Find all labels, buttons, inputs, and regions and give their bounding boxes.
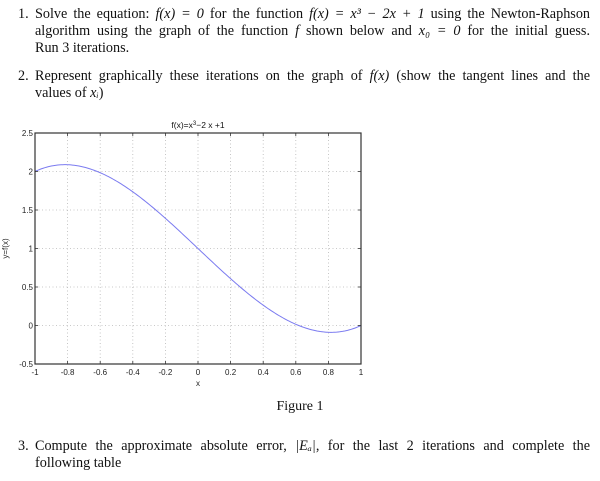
x-tick-label: 0.4 bbox=[258, 368, 270, 377]
text: algorithm using the graph of the functio… bbox=[35, 23, 296, 39]
y-axis-label: y=f(x) bbox=[1, 238, 10, 259]
text: Run 3 iterations. bbox=[35, 40, 130, 56]
text-line: Solve the equation: f(x) = 0 for the fun… bbox=[35, 6, 590, 23]
y-tick-label: 2 bbox=[29, 168, 34, 177]
x-tick-label: -1 bbox=[31, 368, 39, 377]
x-tick-label: 1 bbox=[359, 368, 364, 377]
text: for the function bbox=[203, 6, 310, 22]
function-plot: -1 -0.8 -0.6 -0.4 -0.2 0 0.2 0.4 0.6 0.8 1 -0.5 0 0.… bbox=[1, 120, 364, 388]
text: following table bbox=[35, 455, 122, 471]
text: using the Newton-Raphson bbox=[424, 6, 591, 22]
x-tick-label: 0 bbox=[196, 368, 201, 377]
x-tick-label: -0.6 bbox=[93, 368, 107, 377]
text-line: following table bbox=[35, 455, 590, 472]
problem-number: 2. bbox=[18, 68, 29, 84]
text: (show the tangent lines and the bbox=[389, 68, 590, 84]
text: for the initial guess. bbox=[460, 23, 590, 39]
math: f(x) = 0 bbox=[155, 6, 204, 22]
problem-1: 1. Solve the equation: f(x) = 0 for the … bbox=[18, 6, 590, 57]
x-tick-label: -0.8 bbox=[61, 368, 75, 377]
grid-lines bbox=[35, 133, 361, 364]
x-tick-label: 0.2 bbox=[225, 368, 237, 377]
y-tick-label: 1 bbox=[29, 245, 34, 254]
problem-number: 3. bbox=[18, 438, 29, 454]
math-initial-guess: x₀ = 0 bbox=[418, 23, 461, 39]
text: values of bbox=[35, 85, 91, 101]
axis-ticks bbox=[34, 132, 362, 365]
problem-text: Solve the equation: f(x) = 0 for the fun… bbox=[35, 6, 590, 57]
y-tick-label: 2.5 bbox=[22, 129, 34, 138]
math-abs-error: |Eₐ| bbox=[295, 438, 316, 454]
x-tick-label: 0.8 bbox=[323, 368, 335, 377]
title-rest: −2 x +1 bbox=[196, 120, 225, 130]
title-base: f(x)=x bbox=[171, 120, 193, 130]
x-tick-label: -0.4 bbox=[126, 368, 140, 377]
text: ) bbox=[98, 85, 104, 101]
text-line: Compute the approximate absolute error, … bbox=[35, 438, 590, 455]
problem-text: Represent graphically these iterations o… bbox=[35, 68, 590, 102]
y-tick-label: 1.5 bbox=[22, 206, 34, 215]
problem-text: Compute the approximate absolute error, … bbox=[35, 438, 590, 472]
text-line: Represent graphically these iterations o… bbox=[35, 68, 590, 85]
text-line: values of xᵢ) bbox=[35, 85, 590, 102]
math: f bbox=[295, 23, 300, 39]
problem-3: 3. Compute the approximate absolute erro… bbox=[18, 438, 590, 472]
text: Compute the approximate absolute error, bbox=[35, 438, 296, 454]
y-tick-label: -0.5 bbox=[19, 360, 33, 369]
problem-number: 1. bbox=[18, 6, 29, 22]
title-exponent: 3 bbox=[193, 121, 197, 127]
chart-title: f(x)=x3−2 x +1 bbox=[171, 120, 224, 130]
figure-1: -1 -0.8 -0.6 -0.4 -0.2 0 0.2 0.4 0.6 0.8 1 -0.5 0 0.… bbox=[0, 112, 380, 392]
math-function: f(x) = x³ − 2x + 1 bbox=[309, 6, 425, 22]
y-tick-labels: -0.5 0 0.5 1 1.5 2 2.5 bbox=[19, 129, 33, 369]
text-line: algorithm using the graph of the functio… bbox=[35, 23, 590, 40]
figure-caption: Figure 1 bbox=[276, 399, 324, 414]
math: xᵢ bbox=[90, 85, 99, 101]
x-axis-label: x bbox=[196, 379, 200, 388]
y-tick-label: 0.5 bbox=[22, 283, 34, 292]
y-tick-label: 0 bbox=[29, 322, 34, 331]
function-curve bbox=[34, 164, 362, 333]
text: Represent graphically these iterations o… bbox=[35, 68, 370, 84]
text: , for the last 2 iterations and complete… bbox=[315, 438, 590, 454]
math: f(x) bbox=[369, 68, 390, 84]
x-tick-label: -0.2 bbox=[159, 368, 173, 377]
text: shown below and bbox=[299, 23, 419, 39]
x-tick-labels: -1 -0.8 -0.6 -0.4 -0.2 0 0.2 0.4 0.6 0.8 1 bbox=[31, 368, 363, 377]
text: Solve the equation: bbox=[35, 6, 156, 22]
x-tick-label: 0.6 bbox=[290, 368, 302, 377]
problem-2: 2. Represent graphically these iteration… bbox=[18, 68, 590, 102]
text-line: Run 3 iterations. bbox=[35, 40, 590, 57]
